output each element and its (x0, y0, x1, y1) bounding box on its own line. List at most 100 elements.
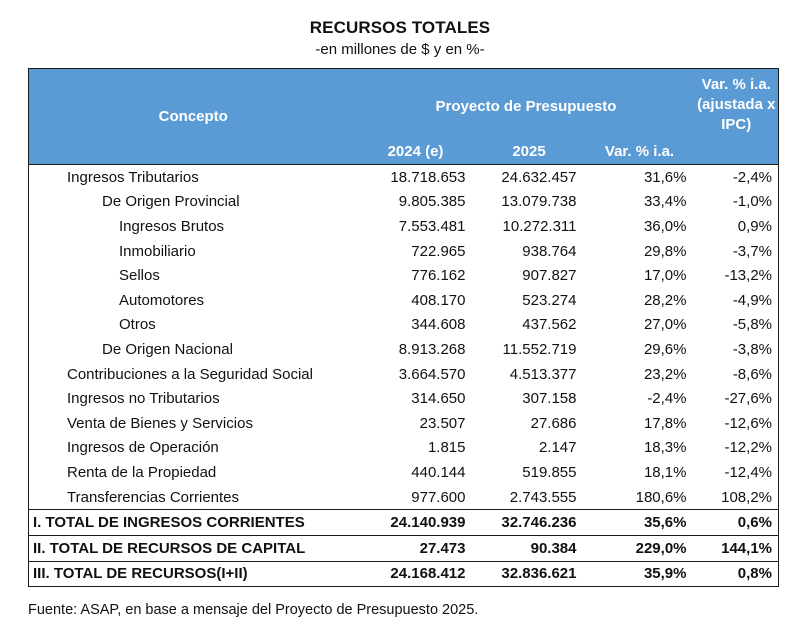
row-concepto: Renta de la Propiedad (28, 460, 358, 485)
row-var-ipc: -27,6% (694, 386, 779, 411)
row-var: 17,0% (643, 267, 687, 285)
header-2024: 2024 (e) (357, 139, 474, 165)
row-2025: 27.686 (530, 414, 577, 432)
row-var: 28,2% (643, 291, 687, 309)
row-var: 18,3% (643, 439, 687, 457)
row-var-ipc: -3,8% (694, 337, 779, 362)
table-row: Transferencias Corrientes 977.600 2.743.… (28, 484, 779, 510)
table-row: De Origen Provincial 9.805.385 13.079.73… (28, 189, 779, 215)
row-var-ipc: -5,8% (694, 312, 779, 338)
header-var-ipc-label: Var. % i.a. (ajustada x IPC) (697, 76, 776, 133)
row-2024: 9.805.385 (398, 193, 466, 211)
total-row: I. TOTAL DE INGRESOS CORRIENTES 24.140.9… (28, 509, 779, 536)
row-var: 31,6% (584, 163, 695, 190)
table-row: Ingresos Brutos 7.553.481 10.272.311 36,… (28, 214, 779, 239)
row-var: 180,6% (635, 488, 687, 506)
row-2024: 314.650 (411, 390, 466, 408)
row-concepto: De Origen Provincial (28, 189, 358, 215)
total-2024: 24.140.939 (357, 509, 474, 536)
table-row: Venta de Bienes y Servicios 23.507 27.68… (28, 410, 779, 436)
row-2024: 408.170 (411, 291, 466, 309)
total-row: II. TOTAL DE RECURSOS DE CAPITAL 27.473 … (28, 534, 779, 561)
row-concepto: Ingresos Brutos (28, 214, 358, 239)
row-2024: 776.162 (411, 267, 466, 285)
total-2025: 90.384 (473, 534, 585, 561)
table-header: Concepto Proyecto de Presupuesto Var. % … (28, 68, 779, 165)
row-var-ipc: -3,7% (694, 238, 779, 264)
row-2024: 8.913.268 (398, 340, 466, 358)
row-2024: 18.718.653 (357, 163, 474, 190)
total-var-ipc: 0,6% (694, 509, 779, 536)
total-2025: 32.746.236 (473, 509, 585, 536)
row-2025: 307.158 (522, 390, 577, 408)
row-concepto: Ingresos Tributarios (28, 163, 358, 190)
table-row: Ingresos no Tributarios 314.650 307.158 … (28, 386, 779, 411)
row-2025: 11.552.719 (502, 340, 577, 358)
row-2024: 3.664.570 (398, 365, 466, 383)
row-var-ipc: 0,9% (694, 214, 779, 239)
table-row: Sellos 776.162 907.827 17,0% -13,2% (28, 263, 779, 288)
header-2025: 2025 (473, 139, 585, 165)
total-var: 35,9% (584, 560, 695, 588)
row-var: 36,0% (643, 217, 687, 235)
row-2025: 4.513.377 (509, 365, 577, 383)
row-concepto: Automotores (28, 287, 358, 313)
row-2024: 1.815 (427, 439, 466, 457)
row-2025: 13.079.738 (501, 193, 577, 211)
header-concepto: Concepto (28, 68, 358, 165)
total-concepto: II. TOTAL DE RECURSOS DE CAPITAL (28, 534, 358, 561)
table-row: Ingresos de Operación 1.815 2.147 18,3% … (28, 435, 779, 461)
total-var-ipc: 0,8% (694, 560, 779, 588)
row-2025: 2.743.555 (509, 488, 577, 506)
row-var: 18,1% (643, 463, 687, 481)
row-2024: 977.600 (411, 488, 466, 506)
total-concepto: III. TOTAL DE RECURSOS(I+II) (28, 560, 358, 588)
row-2025: 519.855 (522, 463, 577, 481)
row-2024: 344.608 (411, 316, 466, 334)
total-var-ipc: 144,1% (694, 534, 779, 561)
row-var-ipc: -12,6% (694, 410, 779, 436)
row-var-ipc: -12,2% (694, 435, 779, 461)
table-row: Automotores 408.170 523.274 28,2% -4,9% (28, 287, 779, 313)
row-concepto: Venta de Bienes y Servicios (28, 410, 358, 436)
row-2025: 10.272.311 (502, 217, 577, 235)
row-concepto: Ingresos no Tributarios (28, 386, 358, 411)
row-2024: 722.965 (411, 242, 466, 260)
total-row: III. TOTAL DE RECURSOS(I+II) 24.168.412 … (28, 560, 779, 588)
row-2025: 2.147 (538, 439, 577, 457)
row-2025: 907.827 (522, 267, 577, 285)
row-var-ipc: -1,0% (694, 189, 779, 215)
total-2024: 27.473 (357, 534, 474, 561)
total-2024: 24.168.412 (357, 560, 474, 588)
row-var: 17,8% (643, 414, 687, 432)
total-concepto: I. TOTAL DE INGRESOS CORRIENTES (28, 509, 358, 536)
row-concepto: Contribuciones a la Seguridad Social (28, 361, 358, 387)
total-2025: 32.836.621 (473, 560, 585, 588)
page-title: RECURSOS TOTALES (309, 18, 491, 37)
source-note: Fuente: ASAP, en base a mensaje del Proy… (28, 602, 479, 618)
row-concepto: De Origen Nacional (28, 337, 358, 362)
table-body: Ingresos Tributarios 18.718.653 24.632.4… (28, 163, 779, 588)
row-var-ipc: 108,2% (694, 484, 779, 510)
header-var-ipc: Var. % i.a. (ajustada x IPC) (694, 68, 779, 139)
row-concepto: Ingresos de Operación (28, 435, 358, 461)
row-2024: 7.553.481 (398, 217, 466, 235)
row-2024: 440.144 (411, 463, 466, 481)
table-row: Renta de la Propiedad 440.144 519.855 18… (28, 460, 779, 485)
table-row: Inmobiliario 722.965 938.764 29,8% -3,7% (28, 238, 779, 264)
row-concepto: Otros (28, 312, 358, 338)
row-var: 27,0% (643, 316, 687, 334)
header-var-ipc-blank (694, 139, 779, 165)
row-2024: 23.507 (419, 414, 466, 432)
row-2025: 523.274 (522, 291, 577, 309)
row-var: 33,4% (643, 193, 687, 211)
header-var: Var. % i.a. (584, 139, 695, 165)
row-var-ipc: -8,6% (694, 361, 779, 387)
row-var: 29,6% (643, 340, 687, 358)
row-var-ipc: -13,2% (694, 263, 779, 288)
row-concepto: Transferencias Corrientes (28, 484, 358, 510)
row-var-ipc: -12,4% (694, 460, 779, 485)
row-var: 23,2% (643, 365, 687, 383)
row-var: -2,4% (647, 390, 687, 408)
row-concepto: Inmobiliario (28, 238, 358, 264)
